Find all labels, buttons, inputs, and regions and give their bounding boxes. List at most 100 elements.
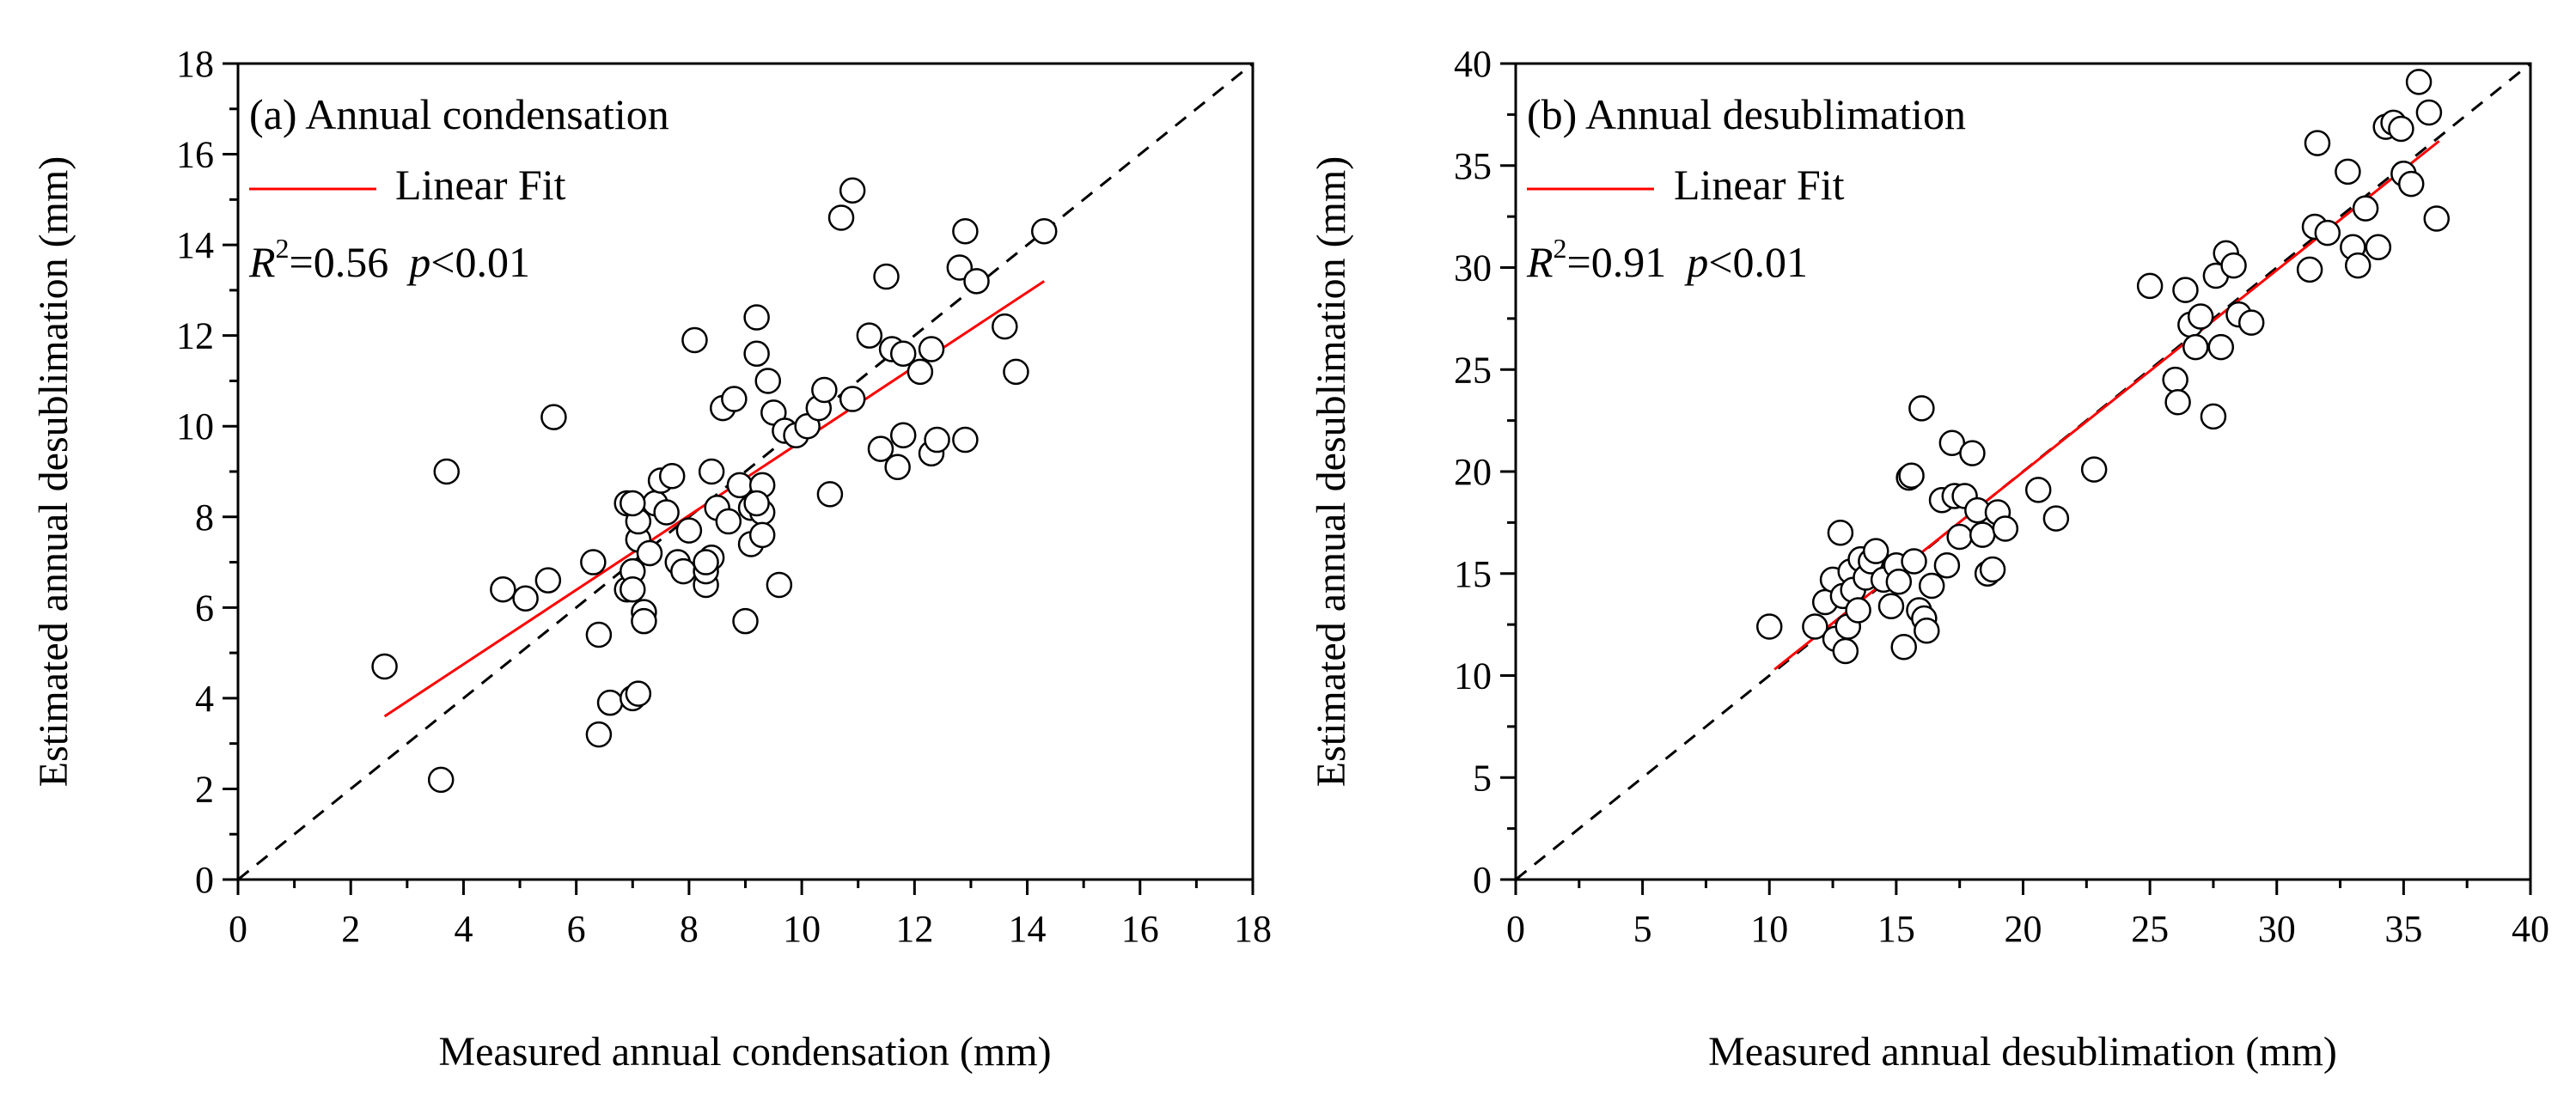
panel-b-point bbox=[2352, 195, 2379, 222]
panel-b-r2-sup: 2 bbox=[1554, 233, 1567, 264]
panel-a-point bbox=[963, 268, 990, 295]
panel-a-point bbox=[490, 575, 516, 603]
panel-b-point bbox=[2397, 170, 2425, 198]
panel-b-plot-area bbox=[1516, 64, 2530, 880]
panel-a-y-tick-label: 16 bbox=[176, 134, 214, 176]
panel-a-y-tick-label: 10 bbox=[176, 405, 214, 447]
panel-a-x-tick-label: 6 bbox=[567, 908, 586, 950]
panel-a-point bbox=[427, 766, 455, 794]
panel-a-title: (a) Annual condensation bbox=[249, 90, 669, 138]
panel-a-point bbox=[811, 376, 838, 404]
panel-a-point bbox=[675, 517, 703, 544]
panel-a-point bbox=[743, 490, 770, 517]
panel-b-point bbox=[1992, 515, 2019, 542]
panel-a-point bbox=[620, 575, 646, 603]
panel-b-y-axis-title: Estimated annual desublimation (mm) bbox=[1309, 156, 1354, 788]
panel-a-point bbox=[748, 521, 776, 549]
panel-a-points bbox=[371, 177, 1058, 794]
panel-a-point bbox=[766, 571, 793, 599]
panel-b-x-tick-label: 40 bbox=[2512, 908, 2549, 950]
panel-b-y-tick-label: 20 bbox=[1454, 451, 1492, 493]
panel-a-y-tick-label: 4 bbox=[195, 678, 214, 720]
panel-a-point bbox=[873, 263, 900, 290]
panel-a-point bbox=[585, 621, 613, 648]
panel-b-point bbox=[2136, 272, 2164, 300]
panel-b-point bbox=[2220, 252, 2247, 279]
panel-a-point bbox=[856, 322, 883, 349]
panel-b-y-tick-label: 15 bbox=[1454, 553, 1492, 595]
panel-b-point bbox=[2080, 456, 2108, 483]
panel-b-point bbox=[2314, 219, 2341, 247]
panel-a-point bbox=[889, 422, 917, 449]
panel-b-point bbox=[2024, 477, 2052, 503]
panel-b-point bbox=[1918, 572, 1945, 600]
panel-b-r2-symbol: R bbox=[1526, 238, 1554, 286]
panel-b-point bbox=[1756, 613, 1783, 640]
panel-a-point bbox=[625, 680, 652, 707]
panel-b-point bbox=[2423, 205, 2451, 232]
panel-b-p-value: <0.01 bbox=[1708, 238, 1808, 286]
panel-b-x-tick-label: 10 bbox=[1750, 908, 1788, 950]
panel-b-y-tick-label: 30 bbox=[1454, 247, 1492, 289]
panel-a-point bbox=[743, 340, 770, 368]
panel-a-x-tick-label: 14 bbox=[1009, 908, 1047, 950]
panel-b-points bbox=[1756, 69, 2451, 665]
panel-b-point bbox=[1890, 634, 1917, 661]
panel-a-y-tick-label: 12 bbox=[176, 315, 214, 357]
panel-a-point bbox=[952, 218, 979, 245]
panel-a-point bbox=[540, 404, 567, 430]
panel-b-x-tick-label: 35 bbox=[2384, 908, 2422, 950]
panel-b-point bbox=[2415, 99, 2443, 126]
panel-a-y-tick-label: 6 bbox=[195, 587, 214, 629]
panel-b-point bbox=[2187, 303, 2214, 330]
panel-b-point bbox=[1898, 462, 1925, 489]
panel-a-stats: R2=0.56 p<0.01 bbox=[248, 233, 530, 286]
panel-b-point bbox=[1908, 395, 1935, 422]
panel-a-point bbox=[371, 653, 398, 680]
panel-a-point bbox=[754, 368, 781, 394]
panel-b-point bbox=[1832, 637, 1859, 665]
panel-b-point bbox=[2335, 158, 2361, 186]
panel-a-y-tick-label: 18 bbox=[176, 43, 214, 85]
panel-b-x-tick-label: 25 bbox=[2131, 908, 2169, 950]
panel-a-y-ticks: 0 2 4 6 8 10 12 14 16 18 bbox=[176, 43, 238, 901]
panel-a-point bbox=[620, 490, 646, 517]
panel-a-plot-area bbox=[238, 64, 1253, 880]
panel-b-point bbox=[1938, 429, 1966, 456]
panel-a-r2-sup: 2 bbox=[276, 233, 290, 264]
panel-a-point bbox=[433, 458, 461, 485]
panel-b-point bbox=[2405, 69, 2433, 95]
panel-b-legend-label: Linear Fit bbox=[1674, 161, 1845, 209]
panel-a-r2-symbol: R bbox=[248, 238, 276, 286]
panel-a-r2-value: =0.56 bbox=[290, 238, 389, 286]
panel-a-point bbox=[698, 458, 725, 485]
panel-b-y-tick-label: 10 bbox=[1454, 655, 1492, 697]
panel-a-point bbox=[512, 585, 539, 612]
panel-a-p-value: <0.01 bbox=[430, 238, 530, 286]
panel-b-point bbox=[2164, 389, 2191, 416]
panel-a-point bbox=[946, 254, 974, 281]
panel-b-point bbox=[2304, 130, 2331, 156]
panel-a-point bbox=[636, 539, 663, 567]
panel-b-title: (b) Annual desublimation bbox=[1527, 90, 1966, 138]
panel-a-y-tick-label: 14 bbox=[176, 224, 214, 266]
panel-a-point bbox=[816, 481, 844, 508]
panel-a-point bbox=[534, 567, 562, 594]
panel-a-x-tick-label: 2 bbox=[341, 908, 360, 950]
panel-a-point bbox=[658, 463, 686, 490]
panel-a-point bbox=[715, 508, 742, 535]
panel-a-point bbox=[992, 313, 1018, 340]
panel-b-x-tick-label: 15 bbox=[1877, 908, 1915, 950]
panel-a-y-tick-label: 0 bbox=[195, 859, 214, 901]
panel-a-x-ticks: 0 2 4 6 8 10 12 14 16 18 bbox=[229, 880, 1272, 950]
panel-a-y-tick-label: 8 bbox=[195, 496, 214, 539]
panel-b-y-tick-label: 25 bbox=[1454, 349, 1492, 391]
panel-b-point bbox=[2042, 505, 2070, 532]
panel-a-x-tick-label: 10 bbox=[783, 908, 821, 950]
panel-b-r2-value: =0.91 bbox=[1567, 238, 1667, 286]
panel-a-point bbox=[839, 386, 866, 412]
panel-b-y-tick-label: 5 bbox=[1473, 757, 1492, 799]
panel-b-point bbox=[1959, 440, 1986, 466]
panel-a-point bbox=[924, 426, 950, 454]
panel-b-y-tick-label: 35 bbox=[1454, 145, 1492, 187]
